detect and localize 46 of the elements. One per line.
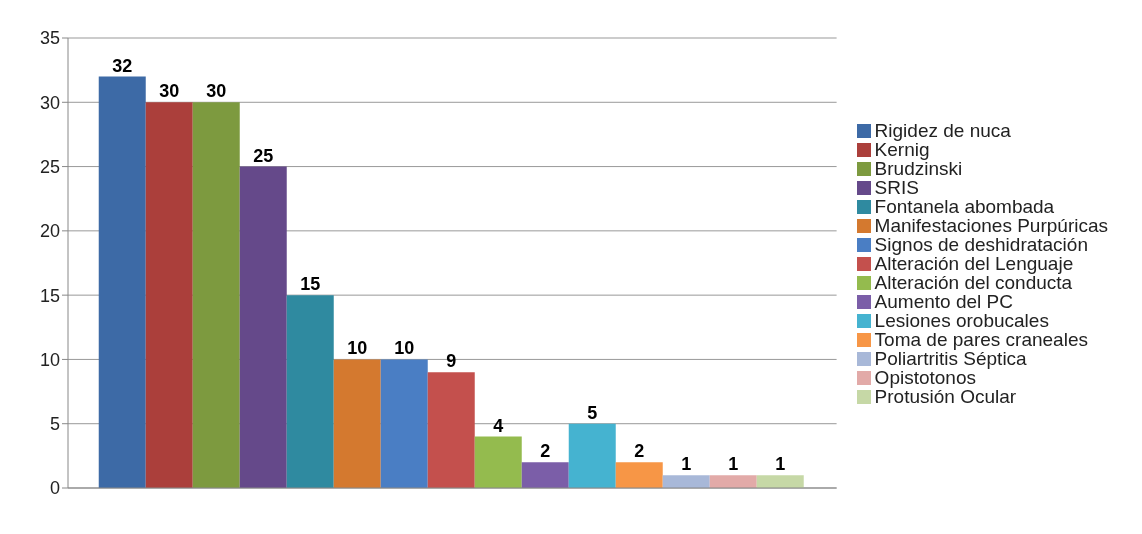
bar — [286, 295, 334, 488]
legend-label: Opistotonos — [874, 366, 976, 388]
y-tick-label: 25 — [39, 156, 60, 177]
data-label: 30 — [206, 81, 227, 102]
data-label: 1 — [681, 454, 692, 475]
data-label: 1 — [728, 454, 739, 475]
data-label: 10 — [394, 338, 415, 359]
legend-label: Lesiones orobucales — [874, 309, 1049, 331]
y-tick-label: 5 — [49, 414, 60, 435]
data-label: 2 — [540, 441, 551, 462]
data-label: 30 — [159, 81, 180, 102]
data-label: 25 — [253, 145, 274, 166]
data-label: 2 — [634, 441, 645, 462]
data-label: 10 — [347, 338, 368, 359]
data-label: 5 — [587, 402, 598, 423]
bar — [615, 462, 663, 488]
bar — [662, 475, 710, 488]
bar — [568, 423, 616, 488]
legend-label: Rigidez de nuca — [874, 119, 1011, 141]
data-label: 15 — [300, 274, 321, 295]
data-label: 32 — [112, 55, 133, 76]
y-tick-label: 35 — [39, 28, 60, 49]
bar — [709, 475, 757, 488]
y-tick-label: 15 — [39, 285, 60, 306]
bar — [521, 462, 569, 488]
bar — [333, 359, 381, 488]
y-tick-label: 0 — [49, 478, 60, 499]
data-label: 1 — [775, 454, 786, 475]
data-label: 9 — [446, 351, 457, 372]
bar — [192, 102, 240, 488]
legend-label: Fontanela abombada — [874, 195, 1055, 217]
bar — [239, 166, 287, 488]
bar — [427, 372, 475, 488]
y-tick-label: 30 — [39, 92, 60, 113]
bar — [98, 76, 146, 488]
legend-label: SRIS — [874, 176, 919, 198]
bar — [145, 102, 193, 488]
bar — [756, 475, 804, 488]
data-label: 4 — [493, 415, 504, 436]
y-tick-label: 20 — [39, 221, 60, 242]
bar — [474, 436, 522, 488]
legend-label: Toma de pares craneales — [874, 328, 1088, 350]
legend-label: Aumento del PC — [874, 290, 1013, 312]
bar — [380, 359, 428, 488]
legend-label: Manifestaciones Purpúricas — [874, 214, 1108, 236]
y-tick-label: 10 — [39, 349, 60, 370]
